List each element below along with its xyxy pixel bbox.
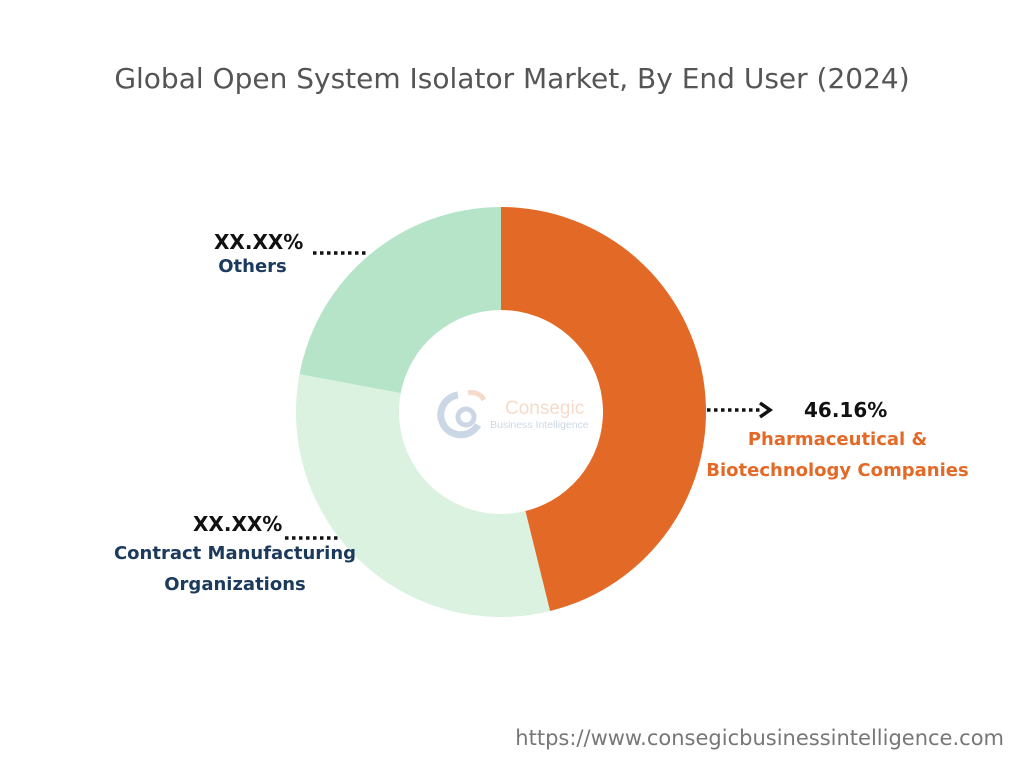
donut-slice-0 bbox=[501, 207, 707, 612]
pharma-percent: 46.16% bbox=[804, 398, 888, 422]
watermark-logo: Consegic Business Intelligence bbox=[437, 390, 589, 439]
donut-slice-1 bbox=[296, 374, 550, 617]
contract-label: Contract Manufacturing Organizations bbox=[113, 543, 357, 595]
watermark-line2: Business Intelligence bbox=[490, 419, 589, 431]
others-label: Others bbox=[218, 256, 287, 277]
pharma-label: Pharmaceutical & Biotechnology Companies bbox=[706, 429, 969, 481]
source-url[interactable]: https://www.consegicbusinessintelligence… bbox=[515, 726, 1004, 750]
watermark-line1: Consegic bbox=[505, 398, 584, 419]
leader-lines bbox=[285, 251, 762, 540]
arrow-icon bbox=[758, 401, 774, 419]
others-percent: XX.XX% bbox=[214, 230, 304, 254]
donut-slice-2 bbox=[299, 207, 501, 394]
contract-percent: XX.XX% bbox=[193, 512, 283, 536]
chart-title: Global Open System Isolator Market, By E… bbox=[114, 62, 910, 95]
